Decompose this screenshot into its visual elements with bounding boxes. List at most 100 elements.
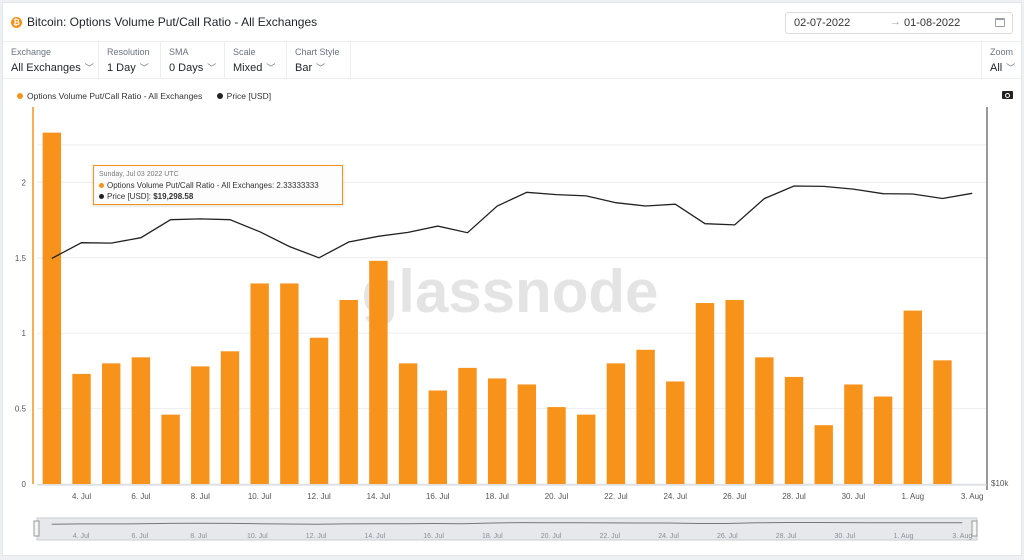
tooltip-price-label: Price [USD]:: [107, 192, 154, 201]
bar: [42, 132, 62, 485]
x-tick-label: 22. Jul: [604, 492, 628, 501]
bar: [458, 367, 477, 484]
bar: [369, 260, 388, 484]
x-tick-label: 16. Jul: [426, 492, 450, 501]
exchange-value: All Exchanges: [11, 62, 81, 74]
bitcoin-icon: ₿: [11, 17, 22, 28]
arrow-right-icon: →: [890, 16, 901, 28]
bar: [161, 414, 180, 484]
navigator-label: 22. Jul: [600, 533, 621, 540]
bar: [933, 360, 952, 484]
chevron-down-icon: ﹀: [266, 63, 276, 73]
bar: [666, 381, 685, 484]
navigator-label: 28. Jul: [776, 533, 797, 540]
legend-label-price: Price [USD]: [226, 91, 272, 101]
axis-layer: 0 0.5 1 1.5 2 $10k 4. Jul 6. Jul 8. Jul 10. Jul 12…: [15, 107, 1009, 501]
zoom-select[interactable]: Zoom All ﹀: [981, 42, 1021, 78]
zoom-value: All: [990, 62, 1003, 74]
bar: [547, 407, 566, 484]
bar: [814, 425, 833, 484]
chevron-down-icon: ﹀: [139, 63, 149, 73]
date-from-input[interactable]: 02-07-2022: [794, 17, 851, 29]
bar: [517, 384, 537, 484]
navigator-label: 20. Jul: [541, 533, 562, 540]
bar: [755, 357, 774, 484]
y-tick-label: 2: [22, 178, 27, 187]
tooltip-date: Sunday, Jul 03 2022 UTC: [99, 171, 179, 178]
chevron-down-icon: ﹀: [1006, 63, 1016, 73]
bar: [873, 396, 893, 484]
date-to-input[interactable]: 01-08-2022: [904, 17, 961, 29]
sma-value: 0 Days: [169, 62, 204, 74]
bar: [309, 337, 329, 484]
bar: [280, 283, 299, 484]
navigator-label: 16. Jul: [423, 533, 444, 540]
x-tick-label: 30. Jul: [842, 492, 866, 501]
navigator-line: [51, 522, 963, 525]
bar: [102, 363, 121, 484]
scale-label: Scale: [233, 47, 256, 57]
tooltip-price-dot: [99, 194, 104, 199]
sma-select[interactable]: SMA 0 Days ﹀: [161, 42, 225, 78]
y-tick-label: 1: [22, 329, 27, 338]
bar: [250, 283, 269, 484]
chart-header: ₿ Bitcoin: Options Volume Put/Call Ratio…: [3, 3, 1021, 42]
navigator-label: 14. Jul: [365, 533, 386, 540]
exchange-select[interactable]: Exchange All Exchanges ﹀: [3, 42, 99, 78]
sma-label: SMA: [169, 47, 189, 57]
x-tick-label: 12. Jul: [307, 492, 331, 501]
bars-layer: [42, 132, 952, 485]
date-range-picker[interactable]: 02-07-2022 → 01-08-2022: [785, 12, 1013, 34]
navigator-label: 3. Aug: [952, 533, 972, 540]
navigator-label: 12. Jul: [306, 533, 327, 540]
navigator-label: 18. Jul: [482, 533, 503, 540]
y2-axis-label: $10k: [991, 479, 1009, 488]
chart-style-select[interactable]: Chart Style Bar ﹀: [287, 42, 351, 78]
x-tick-label: 18. Jul: [485, 492, 509, 501]
scale-select[interactable]: Scale Mixed ﹀: [225, 42, 287, 78]
navigator-label: 4. Jul: [73, 533, 90, 540]
legend-dot-price: [216, 93, 223, 99]
bar: [725, 300, 744, 484]
navigator-label: 30. Jul: [835, 533, 856, 540]
exchange-label: Exchange: [11, 47, 52, 57]
navigator-handle-right[interactable]: [971, 520, 978, 537]
chart-style-value: Bar: [295, 62, 313, 74]
bar: [428, 390, 447, 484]
x-tick-label: 8. Jul: [191, 492, 210, 501]
chart-style-label: Chart Style: [295, 47, 340, 57]
chevron-down-icon: ﹀: [207, 63, 217, 73]
legend-item-ratio[interactable]: Options Volume Put/Call Ratio - All Exch…: [17, 91, 202, 101]
tooltip-price-row: Price [USD]: $19,298.58: [99, 192, 193, 201]
bar: [784, 376, 804, 484]
navigator-label: 24. Jul: [658, 533, 679, 540]
camera-icon[interactable]: [1002, 91, 1013, 99]
navigator-handle-left[interactable]: [33, 520, 40, 537]
y-tick-label: 1.5: [15, 254, 27, 263]
bar: [72, 373, 91, 484]
watermark: glassnode: [362, 258, 659, 325]
calendar-icon[interactable]: [995, 18, 1005, 27]
tooltip-ratio-label: Options Volume Put/Call Ratio - All Exch…: [107, 181, 277, 190]
bar: [606, 363, 626, 484]
resolution-value: 1 Day: [107, 62, 136, 74]
x-tick-label: 10. Jul: [248, 492, 272, 501]
price-line-layer: [51, 185, 973, 259]
chevron-down-icon: ﹀: [84, 63, 94, 73]
y-tick-label: 0: [22, 480, 27, 489]
x-tick-label: 14. Jul: [367, 492, 391, 501]
bar: [339, 300, 358, 484]
bar: [131, 357, 151, 484]
resolution-select[interactable]: Resolution 1 Day ﹀: [99, 42, 161, 78]
navigator-label: 10. Jul: [247, 533, 268, 540]
navigator-label: 1. Aug: [894, 533, 914, 540]
legend-dot-ratio: [17, 93, 23, 99]
zoom-label: Zoom: [990, 47, 1014, 57]
x-tick-label: 28. Jul: [782, 492, 806, 501]
tooltip-ratio-dot: [99, 183, 104, 188]
navigator[interactable]: 4. Jul 6. Jul 8. Jul 10. Jul 12. Jul 14. Jul 1…: [33, 517, 978, 541]
bar: [903, 310, 922, 484]
legend-item-price[interactable]: Price [USD]: [216, 91, 272, 101]
chart-tooltip: Sunday, Jul 03 2022 UTC Options Volume P…: [93, 165, 343, 205]
